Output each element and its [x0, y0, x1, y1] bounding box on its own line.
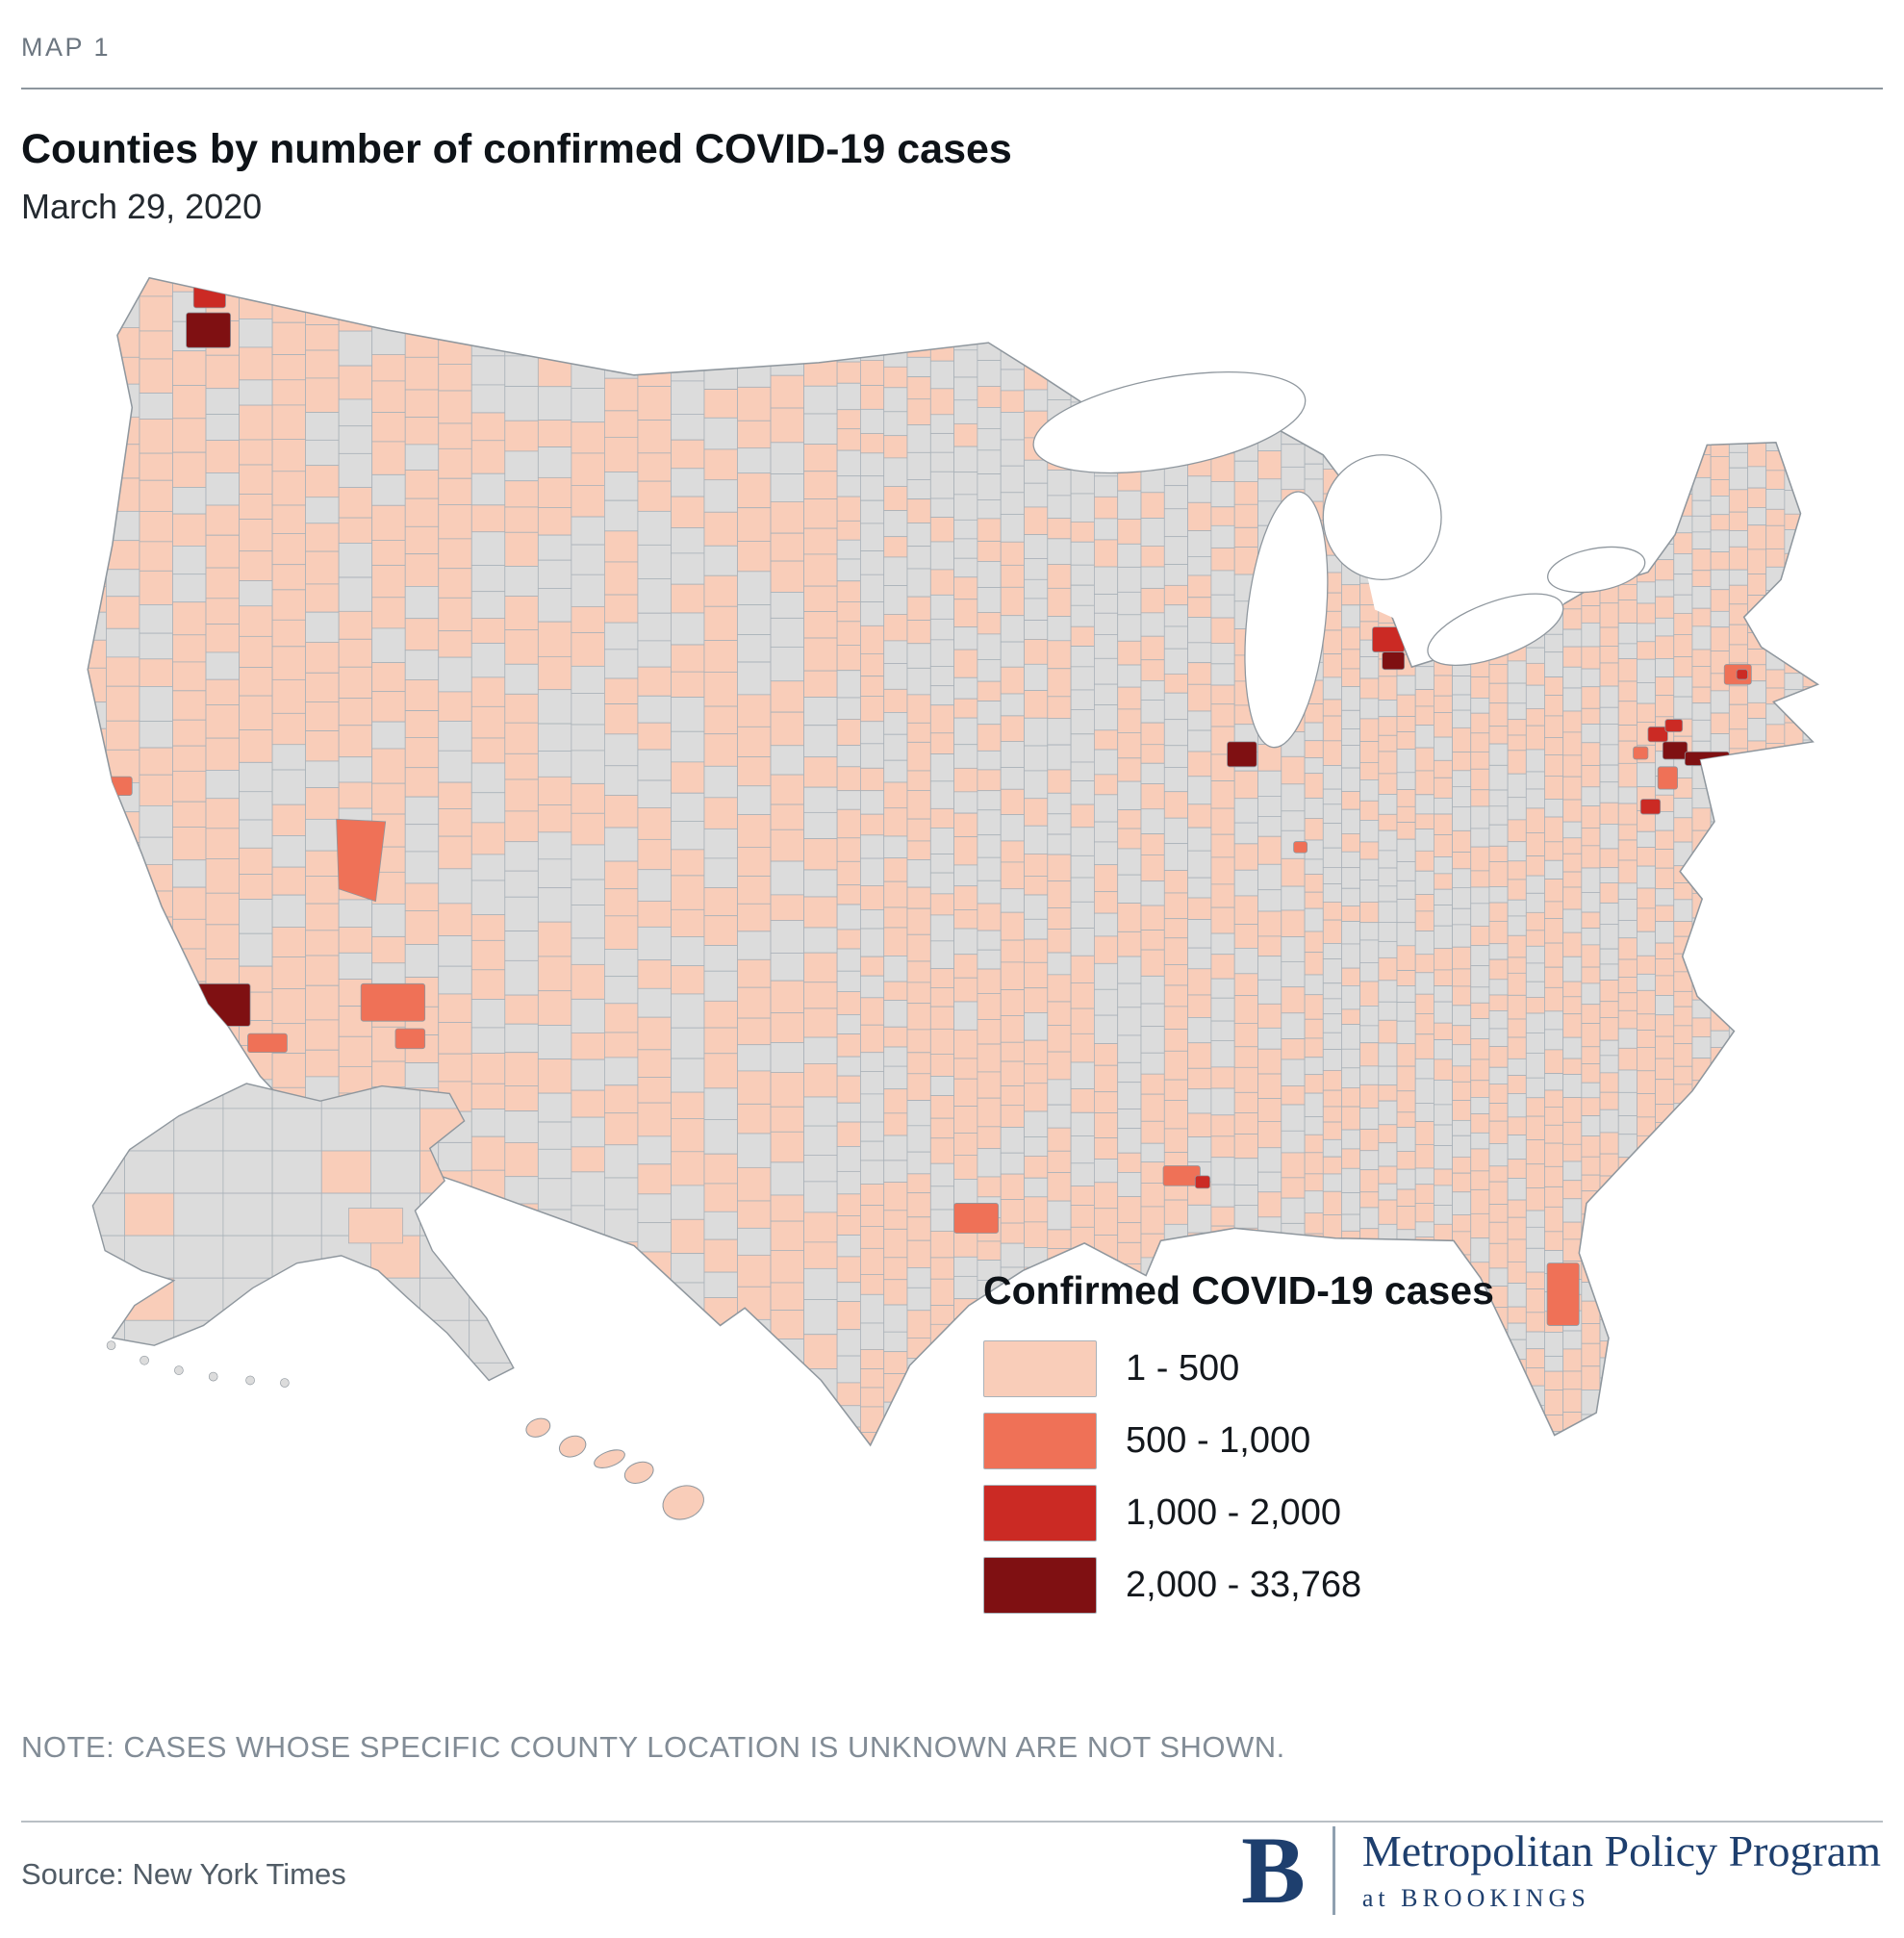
legend-swatch [983, 1413, 1097, 1469]
legend-item: 2,000 - 33,768 [983, 1557, 1494, 1614]
program-wordmark: Metropolitan Policy Program at BROOKINGS [1362, 1828, 1881, 1912]
legend-swatch [983, 1557, 1097, 1614]
logo-divider [1332, 1826, 1335, 1915]
program-subtitle: at BROOKINGS [1361, 1883, 1590, 1912]
legend-swatch [983, 1485, 1097, 1542]
legend-label: 500 - 1,000 [1126, 1420, 1311, 1461]
top-divider [21, 88, 1883, 89]
header: MAP 1 Counties by number of confirmed CO… [0, 0, 1904, 227]
program-name: Metropolitan Policy Program [1361, 1826, 1881, 1876]
bottom-divider [21, 1821, 1883, 1823]
source-credit: Source: New York Times [21, 1857, 346, 1891]
legend-items: 1 - 500 500 - 1,000 1,000 - 2,000 2,000 - 3… [983, 1340, 1494, 1614]
map-number-label: MAP 1 [21, 33, 112, 62]
brookings-logo-b: B [1241, 1817, 1306, 1924]
legend-title: Confirmed COVID-19 cases [983, 1268, 1494, 1313]
legend-label: 1 - 500 [1126, 1348, 1240, 1389]
legend-item: 1 - 500 [983, 1340, 1494, 1397]
footnote: NOTE: CASES WHOSE SPECIFIC COUNTY LOCATI… [21, 1730, 1285, 1764]
brookings-branding: B Metropolitan Policy Program at BROOKIN… [1241, 1817, 1881, 1924]
map-legend: Confirmed COVID-19 cases 1 - 500 500 - 1,… [983, 1268, 1494, 1629]
legend-label: 1,000 - 2,000 [1126, 1492, 1341, 1533]
legend-label: 2,000 - 33,768 [1126, 1565, 1362, 1605]
date-subtitle: March 29, 2020 [21, 187, 263, 226]
legend-item: 1,000 - 2,000 [983, 1485, 1494, 1542]
legend-swatch [983, 1340, 1097, 1397]
page-title: Counties by number of confirmed COVID-19… [21, 126, 1012, 172]
legend-item: 500 - 1,000 [983, 1413, 1494, 1469]
us-county-choropleth-map [56, 258, 1865, 1530]
